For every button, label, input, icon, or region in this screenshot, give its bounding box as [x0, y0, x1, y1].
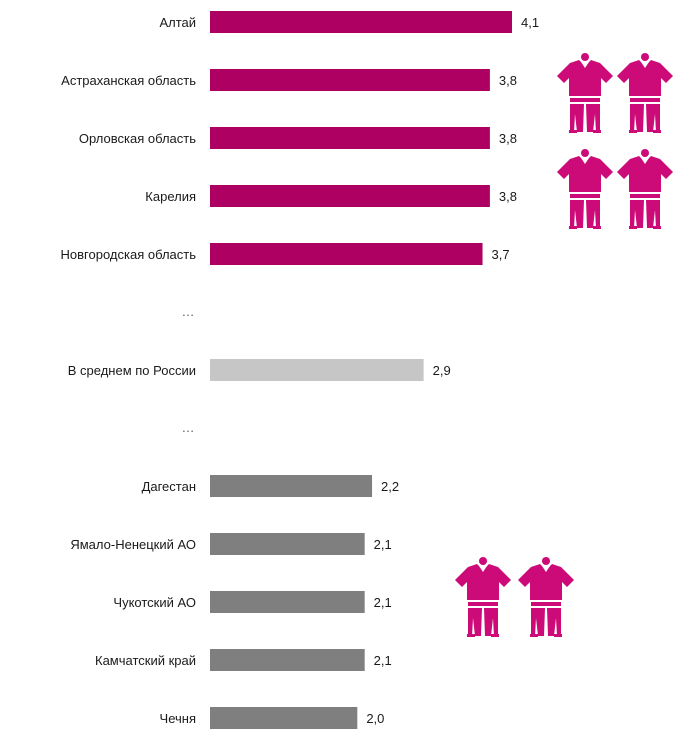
category-label: Чукотский АО [113, 595, 196, 610]
person-icon [557, 53, 613, 133]
bar [210, 707, 358, 729]
category-label: Чечня [160, 711, 196, 726]
category-label: Новгородская область [61, 247, 197, 262]
value-label: 2,2 [381, 479, 399, 494]
value-label: 2,1 [374, 595, 392, 610]
average-bar [210, 359, 424, 381]
value-label: 2,9 [433, 363, 451, 378]
ellipsis-gap: … [182, 420, 195, 435]
category-label: Дагестан [142, 479, 196, 494]
person-icon [455, 557, 511, 637]
value-label: 3,8 [499, 189, 517, 204]
value-label: 4,1 [521, 15, 539, 30]
category-label: В среднем по России [68, 363, 196, 378]
value-label: 2,1 [374, 653, 392, 668]
bar [210, 533, 365, 555]
bar [210, 127, 490, 149]
category-label: Ямало-Ненецкий АО [70, 537, 196, 552]
value-label: 3,8 [499, 131, 517, 146]
bar [210, 475, 373, 497]
value-label: 3,8 [499, 73, 517, 88]
category-label: Астраханская область [61, 73, 196, 88]
bar [210, 591, 365, 613]
bar [210, 11, 512, 33]
value-label: 2,1 [374, 537, 392, 552]
person-icon [617, 53, 673, 133]
ellipsis-gap: … [182, 304, 195, 319]
bar [210, 243, 483, 265]
bar [210, 185, 490, 207]
category-label: Орловская область [79, 131, 196, 146]
value-label: 2,0 [366, 711, 384, 726]
person-icon [617, 149, 673, 229]
person-icon [518, 557, 574, 637]
category-label: Карелия [145, 189, 196, 204]
bars-layer: Алтай 4,1 Астраханская область 3,8 Орловская… [61, 11, 539, 729]
icons-layer [455, 53, 673, 637]
category-label: Алтай [159, 15, 196, 30]
bar [210, 69, 490, 91]
category-label: Камчатский край [95, 653, 196, 668]
value-label: 3,7 [492, 247, 510, 262]
bar [210, 649, 365, 671]
person-icon [557, 149, 613, 229]
